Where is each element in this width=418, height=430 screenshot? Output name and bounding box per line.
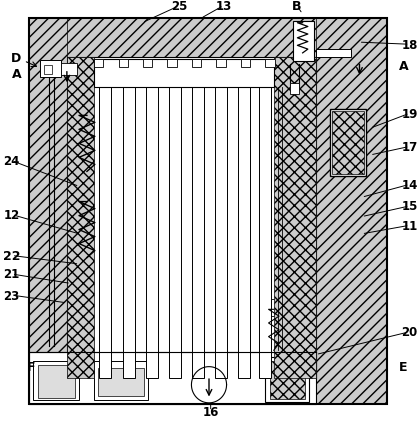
Bar (33, 361, 79, 400)
Bar (29, 19, 387, 58)
Text: 24: 24 (3, 155, 20, 168)
Text: D: D (11, 52, 36, 68)
Bar (94, 60, 274, 88)
Bar (29, 19, 67, 404)
Text: 22: 22 (3, 249, 20, 262)
Bar (270, 361, 305, 399)
Bar (38, 366, 75, 398)
Text: 19: 19 (401, 108, 418, 120)
Bar (143, 60, 152, 68)
Bar (268, 299, 280, 316)
Text: 13: 13 (216, 0, 232, 13)
Bar (67, 58, 94, 378)
Bar (98, 369, 144, 396)
Text: F: F (27, 360, 36, 373)
Bar (217, 60, 226, 68)
Bar (123, 88, 135, 378)
Bar (94, 361, 148, 400)
Bar (67, 58, 316, 378)
Bar (192, 60, 201, 68)
Bar (40, 61, 61, 77)
Bar (94, 60, 103, 68)
Text: B: B (292, 0, 301, 13)
Text: 23: 23 (4, 289, 20, 302)
Bar (293, 22, 314, 62)
Text: 17: 17 (402, 141, 418, 154)
Text: 14: 14 (401, 178, 418, 191)
Bar (168, 60, 177, 68)
Bar (44, 66, 52, 74)
Bar (274, 58, 316, 378)
Text: 21: 21 (4, 268, 20, 281)
Bar (316, 19, 387, 404)
Text: A: A (12, 68, 22, 80)
Bar (119, 60, 128, 68)
Text: 15: 15 (401, 200, 418, 213)
Text: A: A (398, 60, 408, 73)
Bar (265, 357, 309, 402)
Bar (290, 84, 299, 95)
Text: 12: 12 (4, 209, 20, 221)
Bar (146, 88, 158, 378)
Bar (29, 378, 387, 404)
Bar (332, 112, 364, 174)
Bar (241, 60, 250, 68)
Bar (99, 88, 111, 378)
Bar (61, 64, 77, 76)
Text: 20: 20 (402, 326, 418, 338)
Text: 11: 11 (402, 219, 418, 232)
Text: 18: 18 (401, 39, 418, 52)
Bar (215, 88, 227, 378)
Bar (330, 110, 366, 176)
Bar (259, 88, 271, 378)
Bar (265, 60, 275, 68)
Text: E: E (399, 360, 408, 373)
Bar (192, 88, 204, 378)
Text: 25: 25 (171, 0, 188, 13)
Bar (316, 49, 351, 58)
Bar (29, 19, 387, 404)
Text: 16: 16 (202, 405, 219, 418)
Bar (238, 88, 250, 378)
Bar (29, 353, 316, 404)
Bar (169, 88, 181, 378)
